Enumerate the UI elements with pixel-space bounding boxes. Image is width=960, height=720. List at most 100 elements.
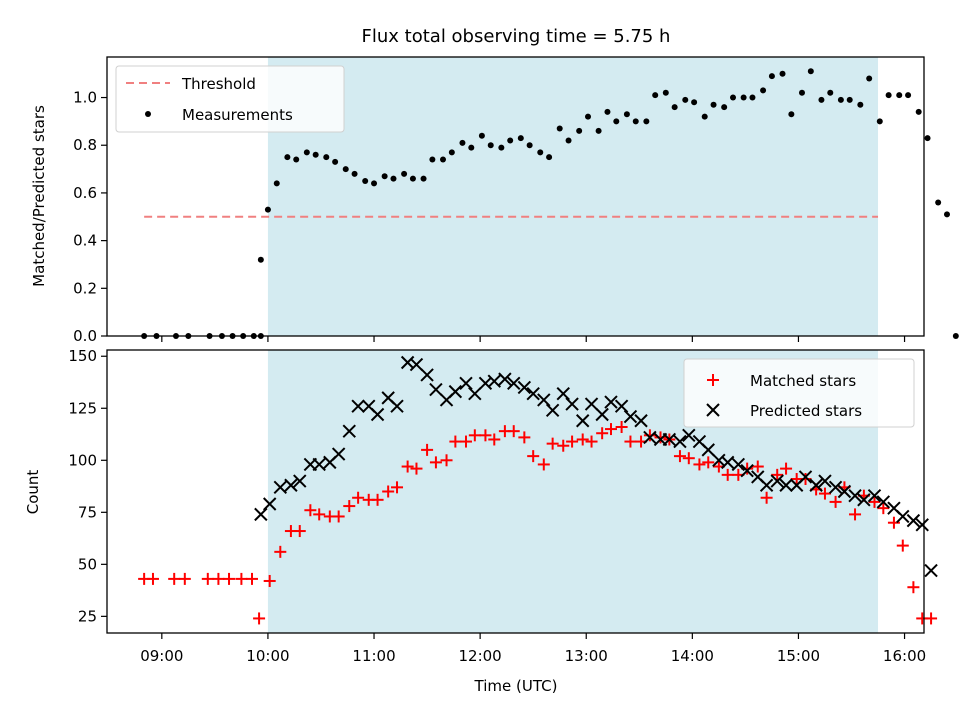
matched-star-point (313, 508, 326, 521)
matched-star-point (887, 516, 900, 529)
matched-star-point (818, 487, 831, 500)
chart-title: Flux total observing time = 5.75 h (362, 26, 671, 47)
bottom-ytick-label: 75 (78, 503, 97, 521)
bottom-xtick-label: 09:00 (140, 647, 183, 665)
predicted-star-point (254, 507, 268, 522)
measurement-point (362, 178, 369, 184)
measurement-point (798, 89, 805, 96)
predicted-star-point (468, 386, 482, 401)
measurement-point (381, 173, 388, 180)
bottom-xtick-label: 15:00 (777, 647, 820, 665)
measurement-point (710, 101, 717, 108)
matched-star-point (537, 458, 550, 471)
measurement-point (371, 180, 378, 187)
measurement-point (312, 151, 319, 158)
measurement-point (768, 73, 775, 80)
x-axis-label: Time (UTC) (474, 677, 558, 695)
legend-matched-label: Matched stars (750, 372, 856, 390)
matched-star-point (654, 431, 667, 444)
matched-star-point (343, 500, 356, 513)
predicted-star-point (662, 432, 677, 447)
predicted-star-point (828, 480, 843, 495)
predicted-star-point (604, 395, 618, 409)
matched-star-point (877, 502, 890, 515)
measurement-point (284, 154, 291, 161)
predicted-star-point (837, 484, 852, 499)
measurement-point (915, 108, 922, 115)
measurement-point (498, 144, 505, 151)
bottom-xtick-label: 10:00 (246, 647, 289, 665)
predicted-star-point (429, 382, 443, 397)
matched-star-point (518, 431, 531, 444)
bottom-ytick-label: 125 (68, 399, 97, 417)
matched-star-point (391, 481, 404, 494)
measurement-point (652, 92, 659, 99)
bottom-ytick-label: 100 (68, 451, 97, 469)
predicted-star-point (459, 376, 473, 391)
matched-star-point (293, 525, 306, 538)
predicted-star-point (312, 457, 326, 472)
bottom-xtick-label: 14:00 (671, 647, 714, 665)
measurement-point (478, 132, 485, 139)
predicted-star-point (390, 399, 404, 413)
matched-star-point (693, 458, 706, 471)
predicted-star-point (643, 430, 657, 445)
top-ytick-label: 0.8 (73, 136, 97, 154)
bottom-legend: Matched stars Predicted stars (683, 358, 915, 428)
matched-star-point (401, 460, 414, 473)
predicted-star-point (634, 414, 648, 428)
bottom-plot-frame (106, 349, 925, 634)
predicted-star-point (273, 480, 288, 495)
measurement-point (837, 96, 844, 103)
matched-star-point (332, 510, 345, 523)
matched-star-point (223, 572, 236, 585)
predicted-star-point (517, 380, 532, 395)
predicted-star-point (770, 474, 784, 488)
measurement-point (701, 113, 708, 120)
bottom-xtick-label: 13:00 (565, 647, 608, 665)
predicted-star-point (293, 474, 307, 488)
measurement-point (905, 92, 912, 99)
matched-star-point (615, 420, 628, 433)
predicted-star-point (284, 478, 298, 492)
measurement-point (730, 94, 737, 101)
matched-star-point (246, 572, 259, 585)
matched-star-point (907, 581, 920, 594)
predicted-star-point (565, 397, 579, 411)
measurement-point (526, 142, 533, 149)
measurement-point (537, 149, 544, 156)
bottom-ytick-label: 25 (78, 607, 97, 625)
measurement-point (459, 139, 466, 146)
matched-star-point (624, 435, 637, 448)
measurement-point (468, 144, 475, 151)
measurement-point (429, 156, 436, 163)
predicted-star-point (623, 409, 638, 424)
measurement-point (876, 118, 883, 125)
matched-star-point (702, 456, 715, 469)
predicted-star-point (721, 455, 735, 470)
predicted-star-point (342, 424, 356, 438)
measurement-point (749, 94, 756, 101)
matched-star-point (146, 572, 159, 585)
predicted-star-point (779, 478, 793, 492)
predicted-star-point (701, 443, 715, 457)
measurement-point (807, 68, 814, 75)
predicted-star-point (595, 407, 609, 422)
predicted-star-point (924, 563, 938, 578)
measurement-point (390, 175, 397, 182)
measurement-point (401, 170, 408, 177)
bottom-xtick-label: 16:00 (883, 647, 926, 665)
top-shaded-region (267, 57, 879, 336)
matched-star-point (527, 450, 540, 463)
matched-star-point (780, 462, 793, 475)
predicted-star-point (370, 407, 385, 422)
measurement-point (682, 96, 689, 103)
top-x-ticks (161, 336, 906, 342)
predicted-star-point (448, 384, 463, 399)
measurement-point (323, 154, 330, 161)
measurement-point (788, 111, 795, 118)
matched-star-point (829, 495, 842, 508)
predicted-star-point (545, 403, 560, 418)
matched-star-point (751, 460, 764, 473)
predicted-star-point (331, 447, 346, 461)
